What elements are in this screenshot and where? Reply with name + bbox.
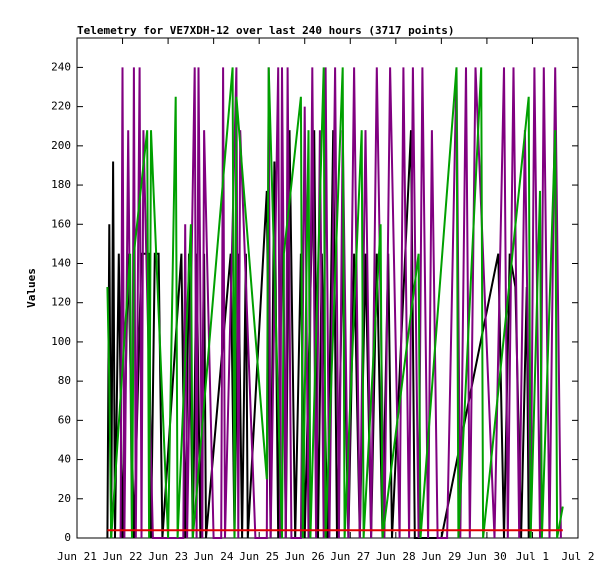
y-tick-label: 200: [51, 139, 71, 152]
x-tick-label: Jun 24: [194, 550, 234, 563]
x-tick-label: Jul 1: [516, 550, 549, 563]
x-tick-label: Jun 29: [421, 550, 461, 563]
y-tick-label: 140: [51, 256, 71, 269]
x-tick-label: Jun 27: [330, 550, 370, 563]
y-tick-label: 0: [64, 531, 71, 544]
y-tick-label: 80: [58, 374, 71, 387]
x-tick-label: Jun 30: [467, 550, 507, 563]
x-tick-label: Jun 26: [285, 550, 325, 563]
y-tick-label: 220: [51, 100, 71, 113]
y-tick-label: 60: [58, 413, 71, 426]
y-tick-label: 120: [51, 296, 71, 309]
y-tick-label: 160: [51, 217, 71, 230]
series-line: [119, 67, 562, 539]
x-tick-label: Jun 21: [57, 550, 97, 563]
y-tick-label: 180: [51, 178, 71, 191]
y-tick-label: 40: [58, 453, 71, 466]
x-tick-label: Jun 25: [239, 550, 279, 563]
y-tick-label: 240: [51, 60, 71, 73]
y-axis-label: Values: [25, 268, 38, 308]
chart-title: Telemetry for VE7XDH-12 over last 240 ho…: [77, 24, 455, 37]
y-tick-label: 100: [51, 335, 71, 348]
series-line: [106, 67, 564, 539]
x-tick-label: Jul 2: [561, 550, 594, 563]
y-tick-label: 20: [58, 492, 71, 505]
x-tick-label: Jun 23: [148, 550, 188, 563]
x-tick-label: Jun 22: [103, 550, 143, 563]
x-tick-label: Jun 28: [376, 550, 416, 563]
